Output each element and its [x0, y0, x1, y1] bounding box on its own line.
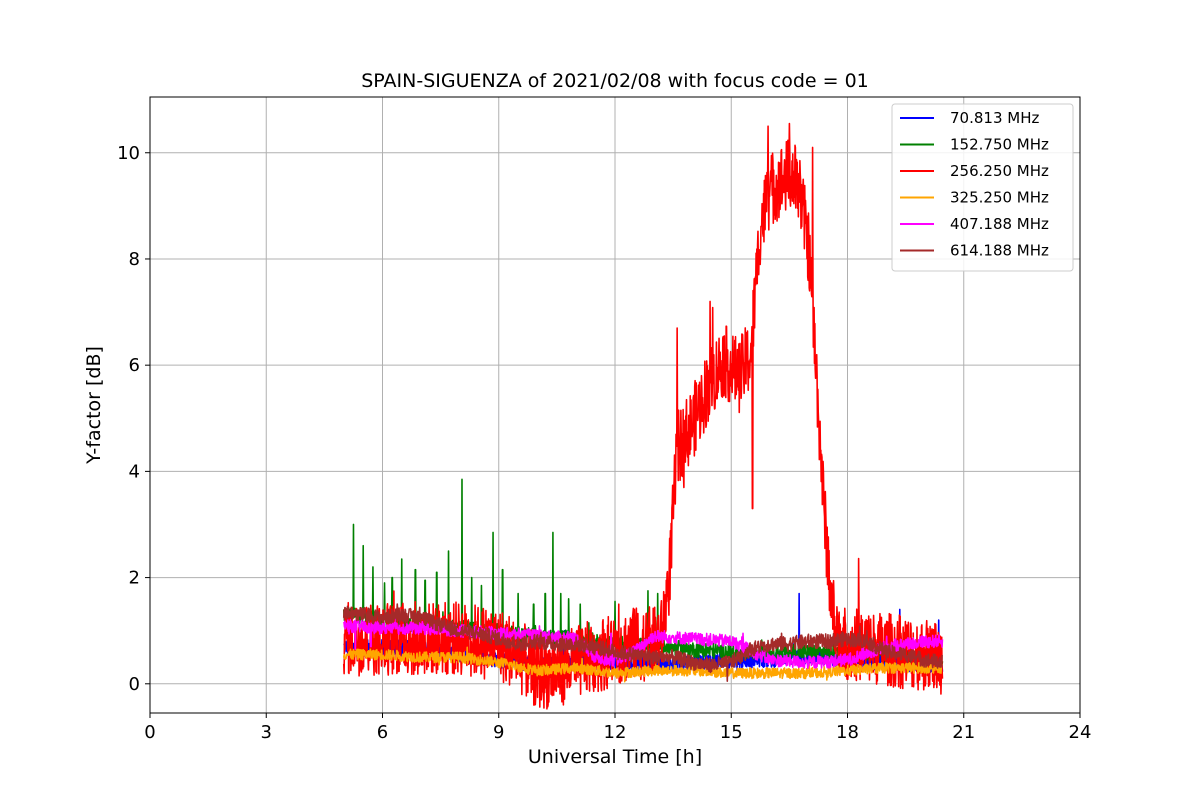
- chart-title: SPAIN-SIGUENZA of 2021/02/08 with focus …: [361, 70, 869, 92]
- x-tick-label: 12: [604, 722, 627, 743]
- x-tick-label: 24: [1069, 722, 1092, 743]
- y-axis-label: Y-factor [dB]: [83, 346, 105, 465]
- legend-entry: 152.750 MHz: [950, 136, 1049, 154]
- plot-lines: [342, 122, 944, 710]
- y-tick-label: 2: [129, 568, 140, 589]
- y-tick-label: 8: [129, 249, 140, 270]
- x-axis-label: Universal Time [h]: [528, 746, 702, 768]
- x-tick-label: 6: [377, 722, 388, 743]
- x-tick-label: 9: [493, 722, 504, 743]
- legend: 70.813 MHz 152.750 MHz 256.250 MHz 325.250 …: [891, 103, 1074, 272]
- y-tick-label: 10: [117, 143, 140, 164]
- series-line: [342, 617, 944, 670]
- legend-entry: 70.813 MHz: [950, 109, 1039, 127]
- series-line: [342, 646, 944, 683]
- x-tick-label: 3: [261, 722, 272, 743]
- legend-entry: 614.188 MHz: [950, 242, 1049, 260]
- legend-entry: 407.188 MHz: [950, 215, 1049, 233]
- x-tick-label: 18: [836, 722, 859, 743]
- legend-entry: 256.250 MHz: [950, 162, 1049, 180]
- y-tick-label: 0: [129, 674, 140, 695]
- y-tick-label: 6: [129, 355, 140, 376]
- x-tick-label: 0: [144, 722, 155, 743]
- y-tick-label: 4: [129, 461, 140, 482]
- legend-box: [891, 103, 1074, 272]
- x-tick-label: 15: [720, 722, 743, 743]
- legend-entry: 325.250 MHz: [950, 189, 1049, 207]
- series-line: [342, 603, 944, 682]
- x-tick-label: 21: [952, 722, 975, 743]
